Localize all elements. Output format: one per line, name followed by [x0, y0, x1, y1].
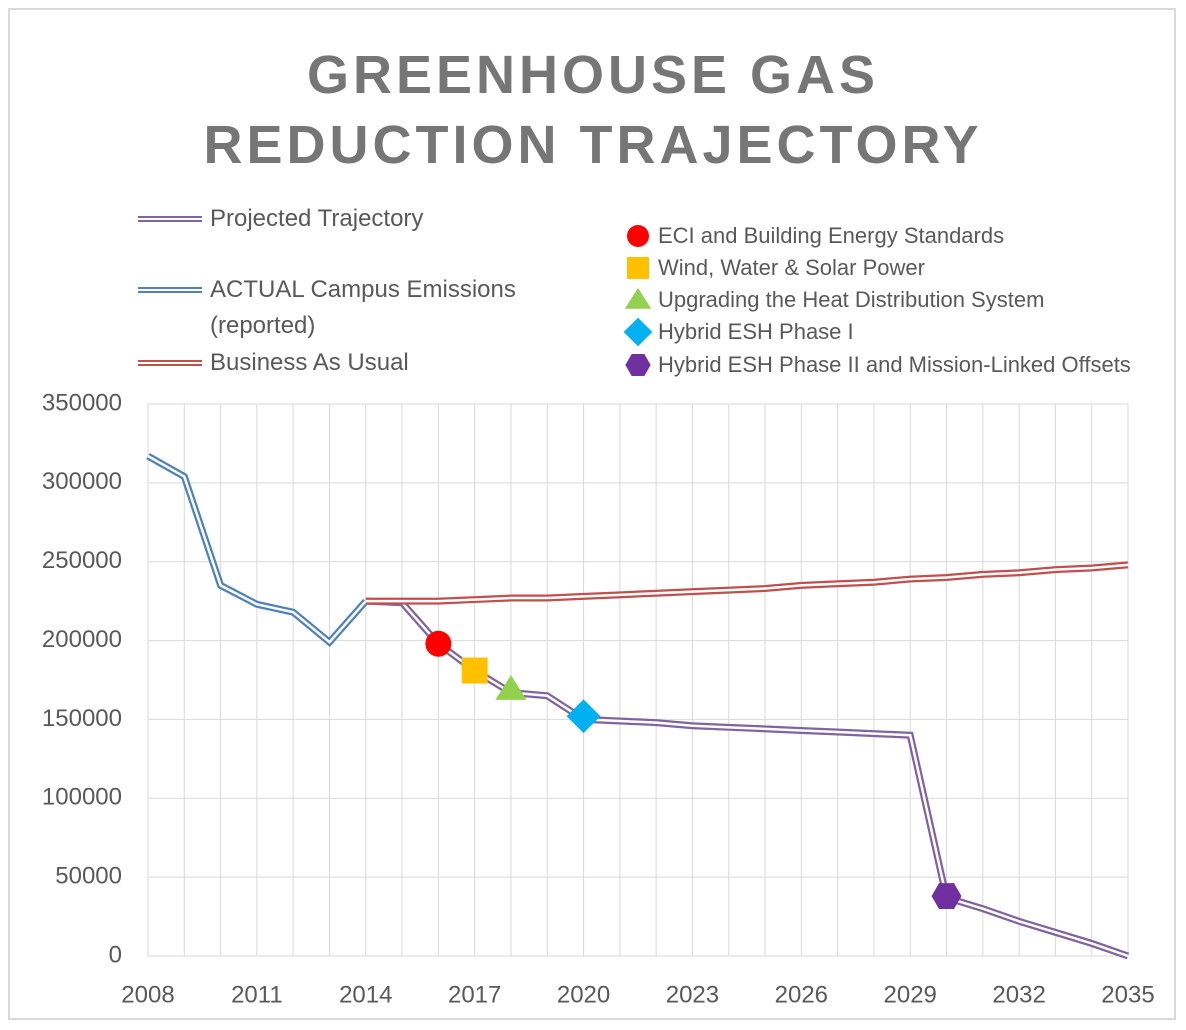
marker	[624, 287, 652, 309]
series-line	[365, 597, 1130, 960]
legend-swatch	[625, 354, 651, 376]
chart-title: GREENHOUSE GAS REDUCTION TRAJECTORY	[203, 45, 983, 175]
x-tick-label: 2029	[884, 981, 937, 1008]
legend-item: Projected Trajectory	[138, 201, 550, 237]
marker	[425, 630, 452, 657]
series-line-inner	[147, 454, 367, 644]
x-tick-label: 2017	[448, 981, 501, 1008]
y-tick-label: 100000	[42, 784, 122, 811]
legend-swatch	[627, 225, 649, 247]
marker	[931, 883, 962, 910]
series-line	[365, 561, 1129, 605]
marker	[627, 257, 649, 279]
legend-item: Business As Usual	[138, 345, 550, 381]
legend-item: Wind, Water & Solar Power	[622, 252, 925, 284]
legend-item: Hybrid ESH Phase II and Mission-Linked O…	[622, 349, 1131, 381]
legend-swatch	[624, 287, 652, 309]
legend-swatch	[623, 317, 653, 347]
y-tick-label: 200000	[42, 626, 122, 653]
legend-item: Hybrid ESH Phase I	[622, 316, 854, 348]
marker	[623, 317, 653, 347]
marker	[627, 225, 649, 247]
legend-item: ECI and Building Energy Standards	[622, 220, 1004, 252]
marker	[566, 699, 601, 734]
legend-swatch	[627, 257, 649, 279]
legend-swatch	[138, 216, 202, 222]
x-tick-label: 2035	[1101, 981, 1154, 1008]
legend-swatch	[138, 360, 202, 366]
x-tick-label: 2026	[775, 981, 828, 1008]
x-tick-label: 2023	[666, 981, 719, 1008]
legend-item: Upgrading the Heat Distribution System	[622, 284, 1044, 316]
chart-frame	[8, 8, 1176, 1020]
x-tick-label: 2008	[121, 981, 174, 1008]
legend-label: ECI and Building Energy Standards	[658, 223, 1005, 248]
y-tick-label: 300000	[42, 468, 122, 495]
marker	[495, 675, 527, 700]
x-tick-label: 2020	[557, 981, 610, 1008]
legend-label: Projected Trajectory	[210, 205, 424, 232]
y-tick-label: 50000	[55, 862, 122, 889]
y-tick-label: 0	[109, 941, 122, 968]
legend-label: Hybrid ESH Phase I	[658, 319, 854, 344]
marker	[461, 657, 488, 684]
legend-label: ACTUAL Campus Emissions (reported)	[210, 276, 516, 339]
legend-swatch	[138, 287, 202, 293]
legend-label: Business As Usual	[210, 349, 409, 376]
legend-label: Hybrid ESH Phase II and Mission-Linked O…	[658, 352, 1131, 377]
marker	[625, 354, 651, 376]
x-tick-label: 2014	[339, 981, 392, 1008]
series-line-inner	[365, 563, 1129, 603]
legend-label: Upgrading the Heat Distribution System	[658, 287, 1045, 312]
series-line-inner	[365, 599, 1129, 958]
x-tick-label: 2032	[992, 981, 1045, 1008]
legend-label: Wind, Water & Solar Power	[658, 255, 925, 280]
y-tick-label: 350000	[42, 389, 122, 416]
x-tick-label: 2011	[231, 981, 283, 1008]
y-tick-label: 250000	[42, 547, 122, 574]
legend-item: ACTUAL Campus Emissions (reported)	[138, 272, 550, 344]
y-tick-label: 150000	[42, 705, 122, 732]
